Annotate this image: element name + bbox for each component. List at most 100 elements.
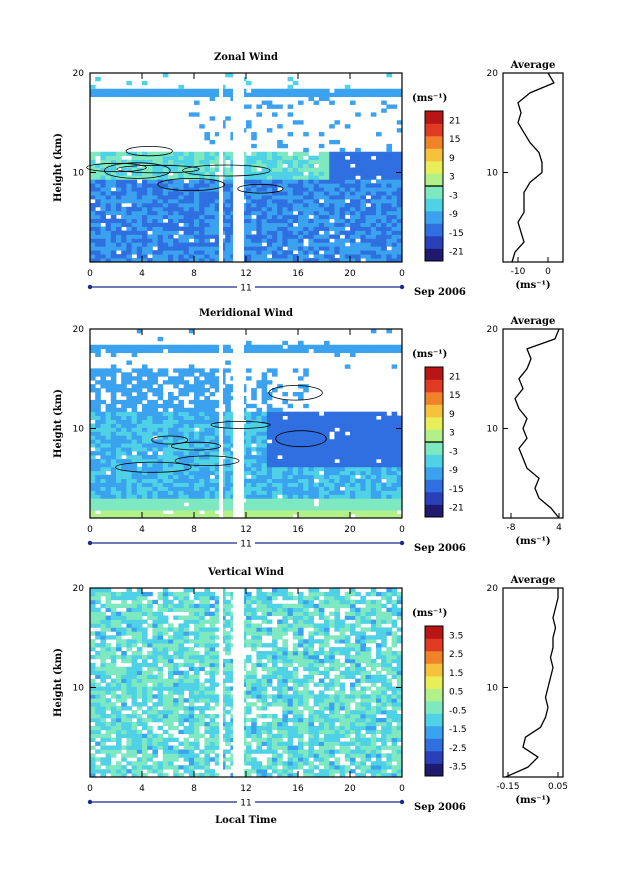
heatmap-cell: [365, 470, 372, 476]
heatmap-cell: [308, 710, 314, 715]
heatmap-cell: [308, 494, 314, 499]
heatmap-cell: [147, 191, 153, 196]
heatmap-cell: [199, 254, 205, 259]
heatmap-cell: [199, 714, 205, 719]
heatmap-cell: [95, 494, 101, 499]
heatmap-cell: [277, 344, 283, 350]
heatmap-cell: [136, 721, 143, 727]
heatmap-cell: [90, 246, 96, 251]
heatmap-cell: [126, 187, 132, 192]
heatmap-cell: [339, 175, 346, 180]
heatmap-cell: [116, 344, 122, 350]
heatmap-cell: [350, 753, 356, 758]
heatmap-cell: [162, 254, 169, 259]
heatmap-cell: [298, 451, 304, 456]
heatmap-cell: [303, 88, 309, 94]
heatmap-cell: [105, 510, 112, 515]
heatmap-cell: [95, 466, 101, 472]
heatmap-cell: [329, 124, 335, 129]
heatmap-cell: [277, 143, 283, 149]
heatmap-cell: [204, 380, 210, 385]
heatmap-cell: [199, 419, 205, 424]
heatmap-cell: [90, 427, 96, 432]
heatmap-cell: [147, 506, 153, 511]
heatmap-cell: [334, 506, 340, 511]
heatmap-cell: [308, 159, 314, 164]
heatmap-cell: [178, 175, 184, 180]
heatmap-cell: [126, 431, 132, 436]
heatmap-cell: [381, 206, 387, 212]
heatmap-cell: [329, 187, 335, 192]
heatmap-cell: [287, 478, 294, 483]
heatmap-cell: [110, 710, 117, 715]
heatmap-cell: [282, 729, 288, 735]
heatmap-cell: [246, 218, 252, 224]
heatmap-cell: [110, 737, 117, 742]
heatmap-cell: [287, 427, 294, 432]
heatmap-cell: [370, 112, 377, 117]
heatmap-cell: [100, 447, 106, 452]
heatmap-cell: [142, 737, 148, 742]
heatmap-cell: [168, 175, 174, 180]
heatmap-cell: [344, 435, 351, 440]
y-axis-label: Height (km): [53, 133, 64, 202]
heatmap-cell: [370, 258, 377, 263]
heatmap-cell: [204, 238, 210, 243]
heatmap-cell: [370, 769, 377, 774]
heatmap-cell: [110, 151, 117, 157]
heatmap-cell: [308, 462, 314, 468]
heatmap-cell: [261, 706, 268, 711]
heatmap-cell: [292, 490, 299, 495]
heatmap-cell: [287, 254, 294, 259]
heatmap-cell: [209, 159, 216, 164]
heatmap-cell: [261, 427, 268, 432]
heatmap-cell: [282, 514, 288, 519]
heatmap-cell: [339, 431, 346, 436]
heatmap-cell: [256, 749, 262, 754]
heatmap-cell: [183, 199, 190, 204]
heatmap-cell: [261, 482, 268, 487]
heatmap-cell: [157, 714, 164, 719]
heatmap-cell: [355, 218, 361, 224]
heatmap-cell: [209, 435, 216, 440]
heatmap-cell: [386, 510, 392, 515]
heatmap-cell: [344, 514, 351, 519]
heatmap-cell: [95, 88, 101, 94]
heatmap-cell: [303, 226, 309, 231]
heatmap-cell: [142, 191, 148, 196]
contours: [115, 385, 327, 473]
heatmap-cell: [147, 482, 153, 487]
heatmap-cell: [214, 376, 221, 381]
heatmap-cell: [204, 179, 210, 184]
heatmap-cell: [308, 175, 314, 180]
heatmap-cell: [324, 733, 330, 739]
heatmap-cell: [355, 246, 361, 251]
heatmap-cell: [162, 458, 169, 464]
heatmap-cell: [110, 466, 117, 472]
heatmap-cell: [142, 478, 148, 483]
heatmap-cell: [142, 254, 148, 259]
heatmap-cell: [194, 706, 200, 711]
heatmap-cell: [194, 100, 200, 105]
heatmap-cell: [121, 392, 127, 397]
heatmap-cell: [246, 741, 252, 746]
heatmap-cell: [147, 376, 153, 381]
heatmap-cell: [204, 698, 210, 703]
heatmap-cell: [303, 498, 309, 503]
heatmap-cell: [287, 202, 294, 208]
heatmap-cell: [334, 202, 340, 208]
heatmap-cell: [287, 753, 294, 758]
heatmap-cell: [183, 191, 190, 196]
heatmap-cell: [194, 419, 200, 424]
heatmap-cell: [272, 163, 278, 168]
heatmap-cell: [350, 741, 356, 746]
heatmap-cell: [136, 202, 143, 208]
heatmap-cell: [173, 376, 179, 381]
heatmap-cell: [95, 163, 101, 168]
heatmap-cell: [100, 462, 106, 468]
heatmap-cell: [95, 234, 101, 239]
heatmap-cell: [105, 218, 112, 224]
heatmap-cell: [391, 415, 398, 420]
heatmap-cell: [147, 502, 153, 507]
heatmap-cell: [178, 702, 184, 707]
